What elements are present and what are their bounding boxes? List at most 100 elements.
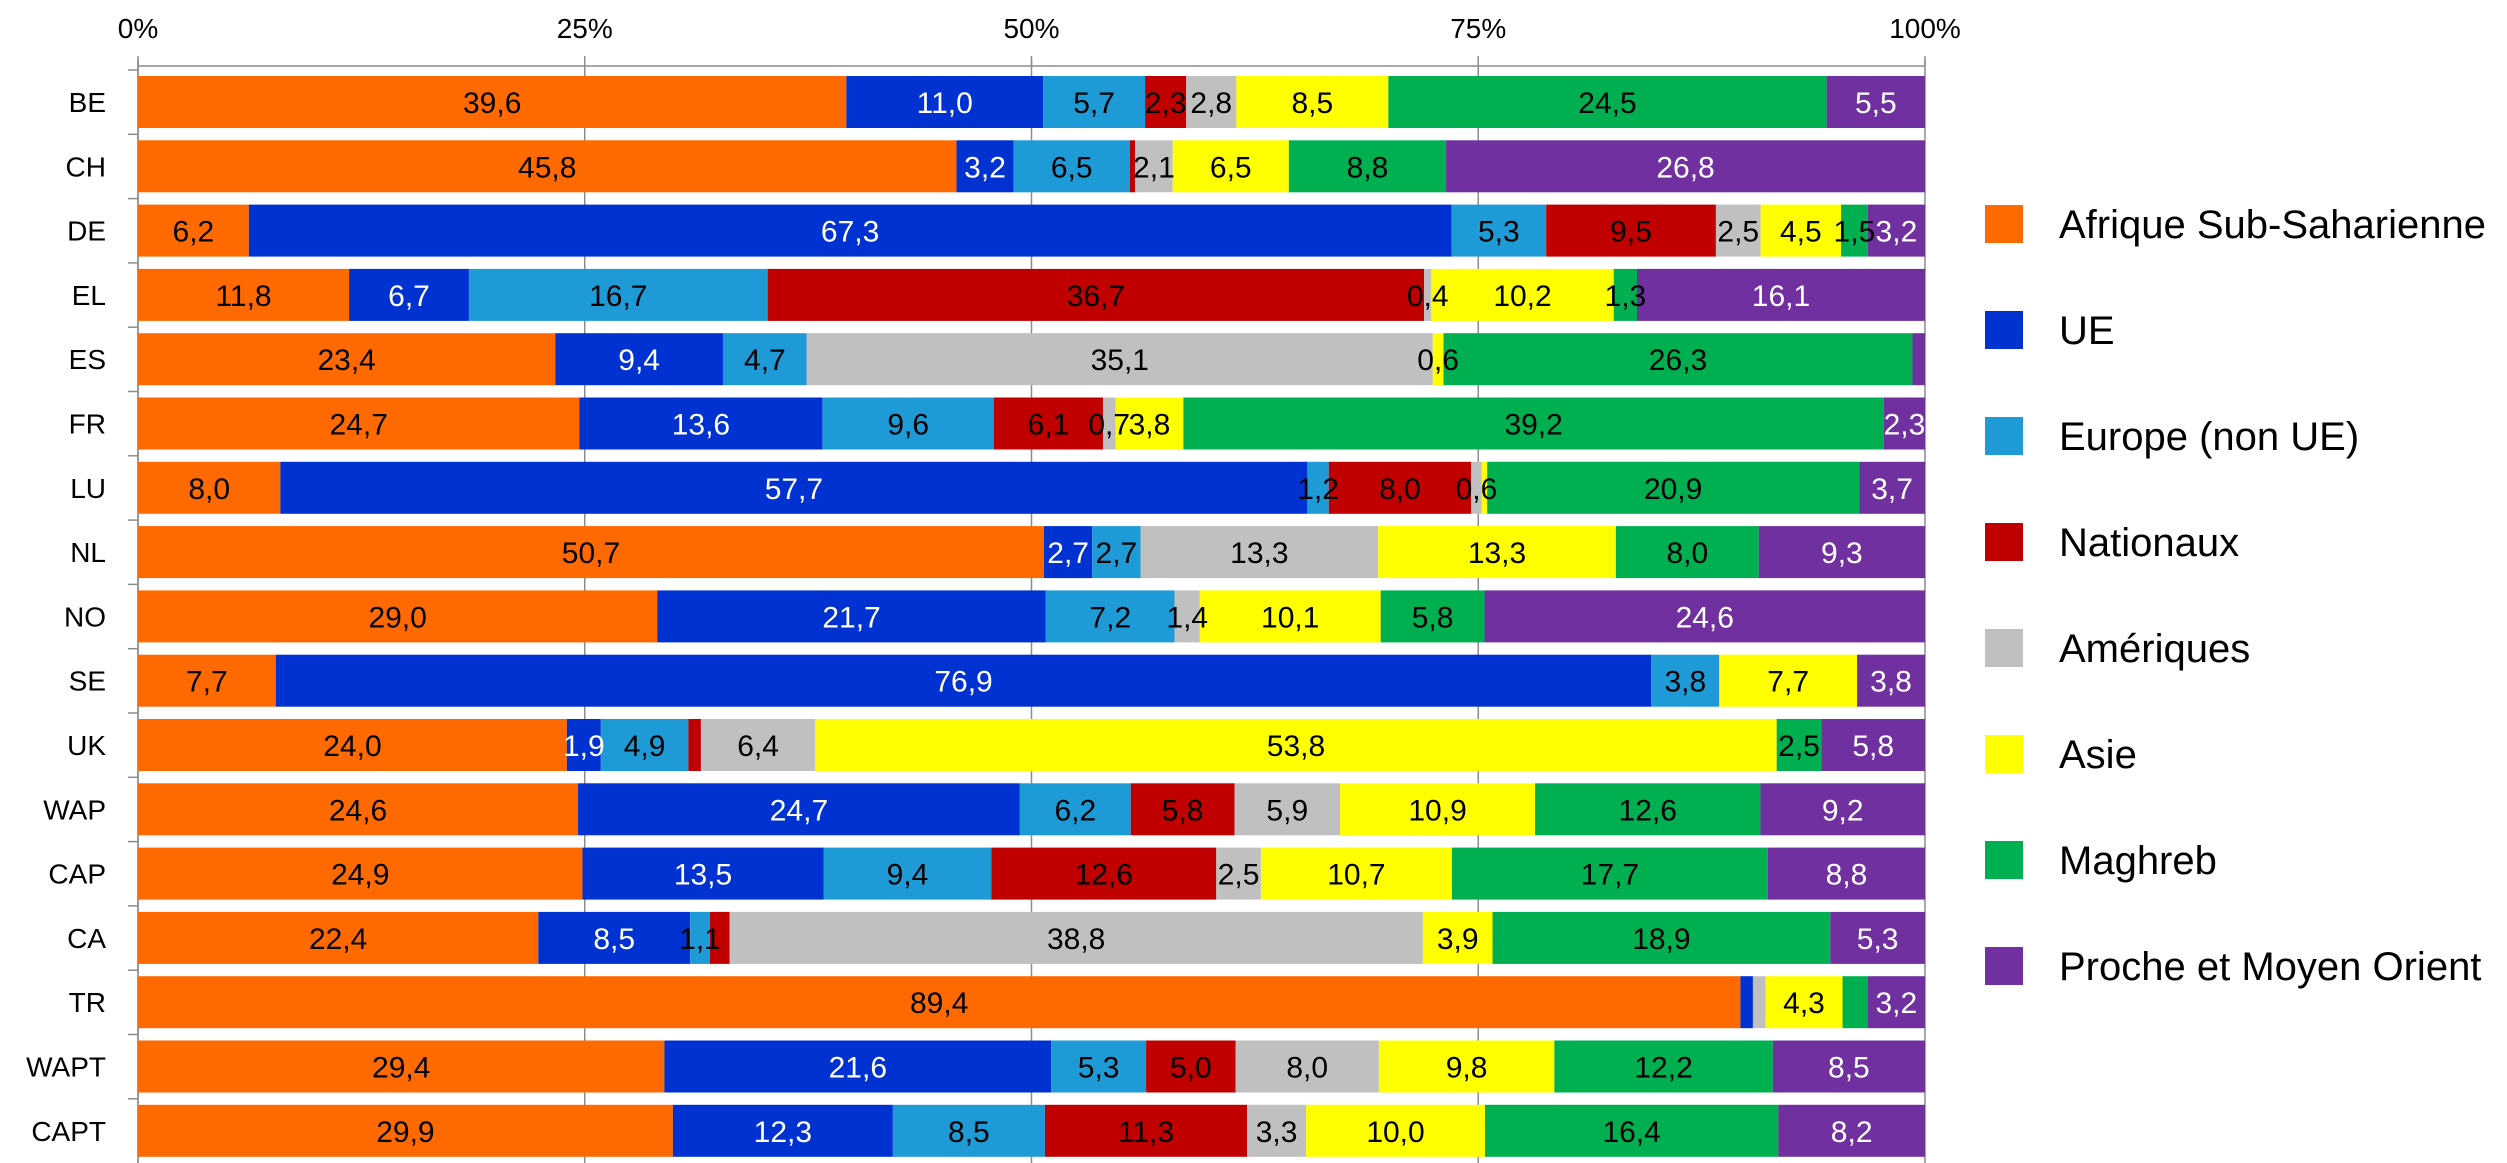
bar-segment (1145, 76, 1187, 128)
data-label: 24,6 (329, 794, 387, 827)
data-label: 21,7 (822, 601, 880, 634)
bar-segment (1247, 1104, 1307, 1157)
data-label: 7,7 (1767, 666, 1809, 699)
bar-segment (138, 911, 539, 964)
bar-segment (815, 719, 1777, 771)
data-label: 7,2 (1089, 601, 1131, 634)
data-label: 29,9 (376, 1116, 434, 1149)
bar-segment (1484, 1104, 1779, 1157)
legend-item: Nationaux (1985, 521, 2239, 565)
bar-segment (349, 268, 469, 321)
bar-segment (1772, 1040, 1925, 1093)
bar-segment (1758, 526, 1925, 579)
bar-segment (538, 911, 691, 964)
data-label: 24,7 (329, 409, 387, 442)
data-labels: 39,6 11,0 5,7 2,3 2,8 8,5 24,5 5,545,8 3,2 6,5 2,1… (173, 87, 1926, 1149)
bar-segment (1637, 268, 1925, 321)
data-label: 4,5 (1780, 216, 1822, 249)
bar-segment (1471, 461, 1482, 514)
bar-segment (664, 1040, 1052, 1093)
data-label: 10,1 (1261, 601, 1319, 634)
data-label: 29,0 (368, 601, 426, 634)
bar-segment (1842, 976, 1868, 1029)
data-label: 3,2 (1876, 216, 1918, 249)
legend-swatch (1985, 947, 2023, 985)
bar-segment (138, 783, 579, 836)
category-label: WAP (43, 794, 106, 825)
data-label: 21,6 (829, 1052, 887, 1085)
legend-label: UE (2059, 309, 2115, 353)
legend-label: Afrique Sub-Saharienne (2059, 203, 2486, 247)
legend-swatch (1985, 205, 2023, 243)
data-label: 2,5 (1218, 859, 1260, 892)
data-label: 2,5 (1717, 216, 1759, 249)
data-label: 76,9 (934, 666, 992, 699)
data-label: 5,7 (1073, 87, 1115, 120)
data-label: 3,8 (1129, 409, 1171, 442)
bar-segment (138, 719, 567, 771)
data-label: 5,8 (1852, 730, 1894, 763)
bar-segment (138, 397, 580, 450)
bar-segment (1859, 461, 1925, 514)
bar-segment (1174, 590, 1200, 643)
legend-swatch (1985, 841, 2023, 879)
bar-segment (1130, 783, 1235, 836)
legend-label: Nationaux (2059, 521, 2239, 565)
data-label: 24,7 (770, 794, 828, 827)
bar-segment (1443, 333, 1913, 386)
category-label: NO (64, 601, 106, 632)
data-label: 16,7 (589, 280, 647, 313)
legend-item: Proche et Moyen Orient (1985, 945, 2481, 989)
legend-swatch (1985, 735, 2023, 773)
data-label: 12,2 (1634, 1052, 1692, 1085)
bar-segment (138, 76, 847, 128)
data-label: 2,1 (1133, 151, 1175, 184)
bar-segment (248, 204, 1452, 257)
data-label: 57,7 (765, 473, 823, 506)
data-label: 89,4 (910, 987, 968, 1020)
data-label: 1,1 (679, 923, 721, 956)
data-label: 23,4 (317, 344, 375, 377)
data-label: 10,2 (1493, 280, 1551, 313)
x-tick-label: 75% (1450, 13, 1506, 44)
data-label: 5,9 (1266, 794, 1308, 827)
x-tick-label: 100% (1889, 13, 1961, 44)
category-label: LU (70, 473, 106, 504)
category-label: CH (66, 151, 106, 182)
x-tick-label: 0% (118, 13, 158, 44)
data-label: 8,8 (1347, 151, 1389, 184)
data-label: 5,8 (1162, 794, 1204, 827)
bar-segment (1451, 847, 1768, 900)
bar-segment (138, 140, 957, 193)
bar-segment (1776, 719, 1822, 771)
bar-segment (1826, 76, 1925, 128)
bar-segment (1378, 1040, 1555, 1093)
bar-segment (468, 268, 768, 321)
bar-segment (1767, 847, 1925, 900)
data-label: 24,9 (331, 859, 389, 892)
bar-segment (138, 526, 1045, 579)
legend-label: Proche et Moyen Orient (2059, 945, 2481, 989)
bar-segment (138, 268, 350, 321)
data-label: 8,0 (1666, 537, 1708, 570)
bar-segment (1234, 783, 1341, 836)
data-label: 13,6 (672, 409, 730, 442)
bar-segment (1140, 526, 1379, 579)
bar-segment (1481, 461, 1488, 514)
data-label: 39,6 (463, 87, 521, 120)
data-label: 8,0 (188, 473, 230, 506)
x-axis: 0% 25% 50% 75% 100% (118, 13, 1961, 67)
category-label: SE (69, 666, 106, 697)
bar-segment (690, 911, 710, 964)
bar-segment (709, 911, 730, 964)
legend-label: Amériques (2059, 627, 2250, 671)
data-label: 18,9 (1632, 923, 1690, 956)
bar-segment (1451, 204, 1547, 257)
bar-segment (1172, 140, 1289, 193)
bar-segment (1135, 140, 1173, 193)
legend-label: Maghreb (2059, 839, 2217, 883)
data-label: 6,2 (1054, 794, 1096, 827)
data-label: 5,0 (1170, 1052, 1212, 1085)
category-label: DE (67, 216, 106, 247)
bar-segment (1760, 204, 1842, 257)
